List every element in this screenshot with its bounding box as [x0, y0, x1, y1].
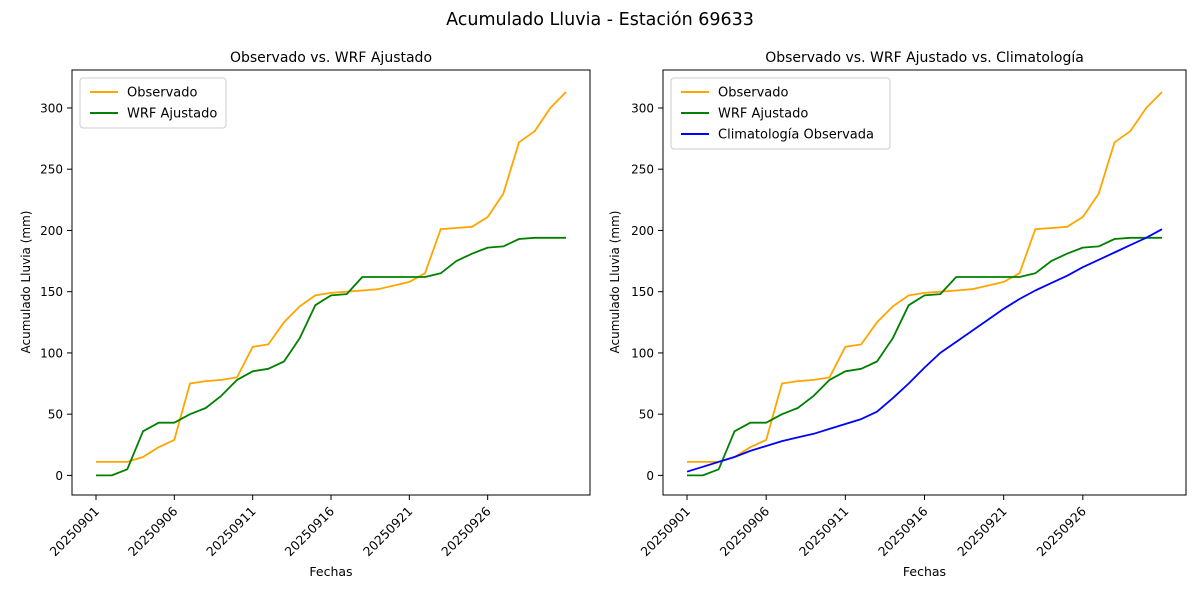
x-tick-label: 20250921 — [954, 504, 1010, 560]
legend-label-2: WRF Ajustado — [127, 107, 217, 122]
series-line-wrf-ajustado — [687, 236, 1162, 477]
y-tick-label: 0 — [55, 469, 63, 483]
x-tick-label: 20250906 — [125, 503, 181, 559]
plot-border — [662, 69, 1187, 496]
figure-title: Acumulado Lluvia - Estación 69633 — [446, 10, 754, 30]
y-tick-label: 150 — [631, 285, 654, 299]
y-tick-label: 0 — [646, 469, 654, 483]
x-tick-label: 20250901 — [47, 504, 103, 560]
x-tick-label: 20250916 — [282, 503, 338, 559]
x-tick-label: 20250911 — [796, 504, 852, 560]
x-tick-label: 20250906 — [717, 503, 773, 559]
plot-border — [71, 69, 591, 496]
x-tick-label: 20250911 — [203, 504, 259, 560]
legend-box — [79, 77, 227, 129]
x-tick-label: 20250926 — [1033, 503, 1089, 559]
y-tick-label: 300 — [40, 101, 63, 115]
y-tick-label: 200 — [631, 224, 654, 238]
series-line-observado — [96, 91, 567, 463]
legend-label-2: WRF Ajustado — [718, 107, 808, 122]
x-tick-label: 20250916 — [875, 503, 931, 559]
y-tick-label: 250 — [631, 163, 654, 177]
x-tick-label: 20250926 — [438, 503, 494, 559]
right-chart-title: Observado vs. WRF Ajustado vs. Climatolo… — [765, 50, 1084, 66]
series-line-wrf-ajustado — [96, 236, 566, 477]
left-chart-canvas: 0 50 100 150 200 250 300 20250901 20250906 202509… — [40, 69, 591, 560]
y-tick-label: 50 — [48, 408, 63, 422]
y-tick-label: 100 — [631, 346, 654, 360]
y-tick-label: 200 — [40, 224, 63, 238]
y-tick-label: 250 — [40, 163, 63, 177]
legend-label-1: Observado — [718, 86, 789, 101]
legend-box — [670, 77, 891, 150]
y-tick-label: 100 — [40, 346, 63, 360]
left-chart-title: Observado vs. WRF Ajustado — [229, 50, 433, 66]
y-tick-label: 300 — [631, 101, 654, 115]
x-tick-label: 20250901 — [638, 504, 694, 560]
x-tick-label: 20250921 — [360, 504, 416, 560]
legend: Observado WRF Ajustado — [79, 77, 227, 129]
left-x-axis-label: Fechas — [309, 564, 353, 579]
right-x-axis-label: Fechas — [902, 564, 947, 579]
right-chart-canvas: 0 50 100 150 200 250 300 20250901 20250906 202509… — [631, 69, 1187, 560]
legend-label-3: Climatología Observada — [718, 128, 874, 143]
y-tick-label: 150 — [40, 285, 63, 299]
legend-label-1: Observado — [127, 86, 198, 101]
legend: Observado WRF Ajustado Climatología Observ… — [670, 77, 891, 150]
series-line-climatolog-a-observada — [686, 228, 1163, 473]
series-line-observado — [687, 91, 1163, 463]
y-tick-label: 50 — [639, 408, 654, 422]
